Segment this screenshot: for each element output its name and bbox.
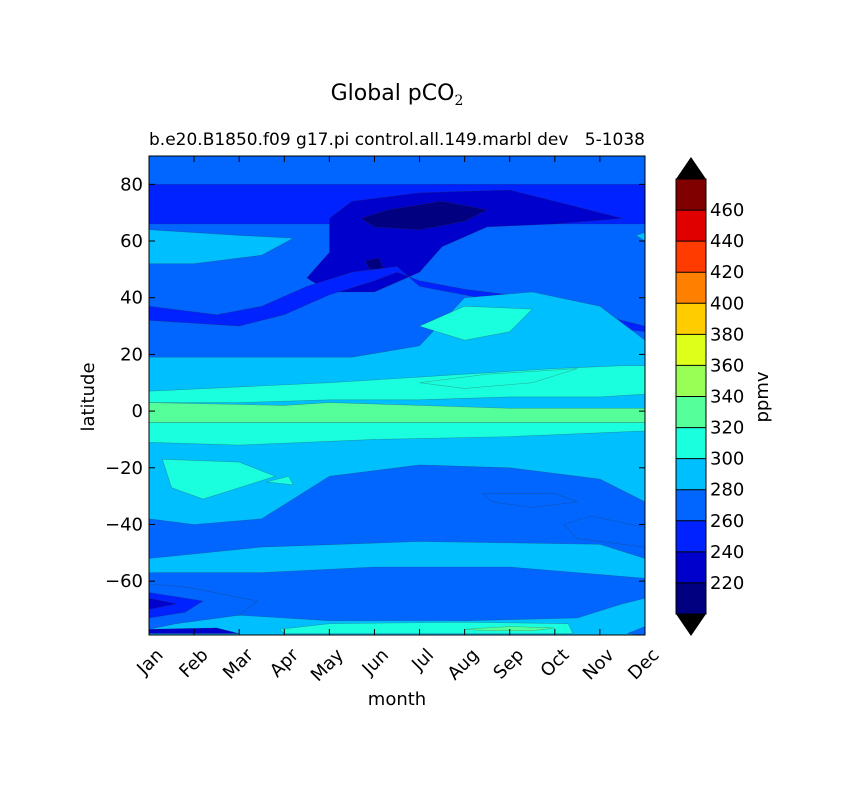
colorbar-tick-label: 260 <box>710 511 744 532</box>
colorbar-tick-label: 220 <box>710 573 744 594</box>
colorbar-segment <box>676 582 706 614</box>
contour-region <box>626 626 645 635</box>
x-tick-label: Dec <box>624 645 663 684</box>
colorbar-segment <box>676 334 706 366</box>
contour-region <box>418 305 533 341</box>
y-tick-label: −60 <box>105 571 143 592</box>
colorbar-label: ppmv <box>752 371 773 422</box>
contour-region <box>149 422 645 446</box>
contour-region <box>360 200 489 231</box>
colorbar-tick-label: 240 <box>710 542 744 563</box>
contour-region <box>464 626 555 632</box>
contour-region <box>149 592 204 619</box>
contour-region <box>419 368 578 389</box>
colorbar-extend-min <box>676 614 706 636</box>
y-tick-label: −40 <box>105 514 143 535</box>
colorbar-extend-max <box>676 157 706 179</box>
colorbar-tick-label: 460 <box>710 200 744 221</box>
colorbar-segment <box>676 241 706 273</box>
contour-region <box>635 232 645 242</box>
y-tick-label: −20 <box>105 458 143 479</box>
chart-subtitle-left: b.e20.B1850.f09 g17.pi control.all.149.m… <box>149 130 568 150</box>
contour-region <box>162 458 277 500</box>
y-tick-label: 0 <box>132 401 143 422</box>
contour-layer <box>149 184 645 635</box>
x-tick-label: Apr <box>266 644 303 681</box>
x-tick-label: Jul <box>407 645 438 676</box>
x-tick-label: Oct <box>537 645 574 682</box>
colorbar-segment <box>676 551 706 583</box>
colorbar: 220 240 260 280 300 320 340 360 380 400 420 440 460 <box>675 157 744 636</box>
contour-region <box>149 541 645 579</box>
contour-region <box>149 266 645 333</box>
colorbar-segment <box>676 520 706 552</box>
y-tick-label: 80 <box>120 174 143 195</box>
colorbar-tick-label: 280 <box>710 480 744 501</box>
y-tick-label: 20 <box>120 344 143 365</box>
contour-region <box>149 583 258 630</box>
contour-region <box>149 402 645 423</box>
colorbar-segment <box>676 396 706 428</box>
colorbar-segment <box>676 210 706 242</box>
x-tick-label: May <box>307 644 348 685</box>
colorbar-segment <box>676 179 706 211</box>
x-axis-label: month <box>368 689 426 710</box>
contour-region <box>149 597 177 610</box>
y-axis: 80 60 40 20 0 −20 −40 −60 <box>105 174 645 592</box>
colorbar-segment <box>676 458 706 490</box>
plot-frame <box>148 155 646 636</box>
colorbar-tick-label: 420 <box>710 262 744 283</box>
colorbar-segment <box>676 365 706 397</box>
colorbar-tick-label: 400 <box>710 293 744 314</box>
colorbar-segment <box>676 427 706 459</box>
y-tick-label: 60 <box>120 231 143 252</box>
contour-region <box>481 492 578 508</box>
colorbar-segment <box>676 303 706 335</box>
x-tick-label: Aug <box>444 645 484 685</box>
x-tick-label: Mar <box>219 644 258 683</box>
x-tick-label: Nov <box>579 644 619 684</box>
x-tick-label: Jun <box>358 645 393 680</box>
colorbar-segment <box>676 489 706 521</box>
chart-subtitle-right: 5-1038 <box>585 130 645 150</box>
x-tick-label: Jan <box>132 645 167 680</box>
colorbar-tick-label: 320 <box>710 418 744 439</box>
x-tick-label: Sep <box>489 645 528 684</box>
colorbar-segment <box>676 272 706 304</box>
y-tick-label: 40 <box>120 288 143 309</box>
colorbar-tick-label: 440 <box>710 231 744 252</box>
contour-region <box>149 229 295 265</box>
colorbar-tick-label: 340 <box>710 387 744 408</box>
x-tick-label: Feb <box>175 645 212 682</box>
colorbar-tick-label: 360 <box>710 355 744 376</box>
colorbar-tick-label: 300 <box>710 449 744 470</box>
colorbar-tick-label: 380 <box>710 324 744 345</box>
contour-region <box>563 515 645 548</box>
contour-region <box>266 475 294 486</box>
chart-title: Global pCO2 <box>331 81 464 109</box>
y-axis-label: latitude <box>78 362 99 431</box>
